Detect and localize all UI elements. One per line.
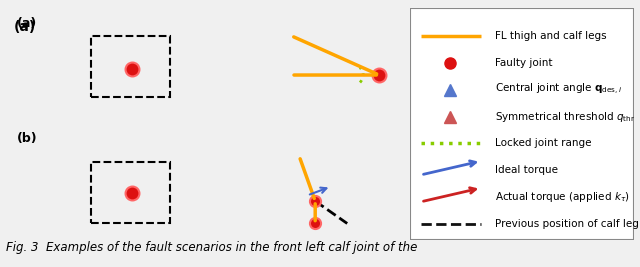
Text: Ideal torque: Ideal torque [495,165,557,175]
Text: Fig. 3  Examples of the fault scenarios in the front left calf joint of the: Fig. 3 Examples of the fault scenarios i… [6,241,418,254]
Bar [91,162,170,223]
Text: Central joint angle $\mathbf{q}_{\mathrm{des},i}$: Central joint angle $\mathbf{q}_{\mathrm… [495,82,622,97]
Text: (b): (b) [17,132,38,144]
Text: FL thigh and calf legs: FL thigh and calf legs [495,31,606,41]
Text: Symmetrical threshold $q_{\mathrm{thr}}$: Symmetrical threshold $q_{\mathrm{thr}}$ [495,109,635,124]
Text: Actual torque (applied $k_{\tau}$): Actual torque (applied $k_{\tau}$) [495,190,630,204]
Text: (a): (a) [17,17,38,30]
Text: (a): (a) [14,20,36,34]
Text: Locked joint range: Locked joint range [495,138,591,148]
Text: Faulty joint: Faulty joint [495,58,552,68]
Bar [91,36,170,97]
FancyBboxPatch shape [410,8,634,240]
Text: Previous position of calf leg: Previous position of calf leg [495,219,639,229]
